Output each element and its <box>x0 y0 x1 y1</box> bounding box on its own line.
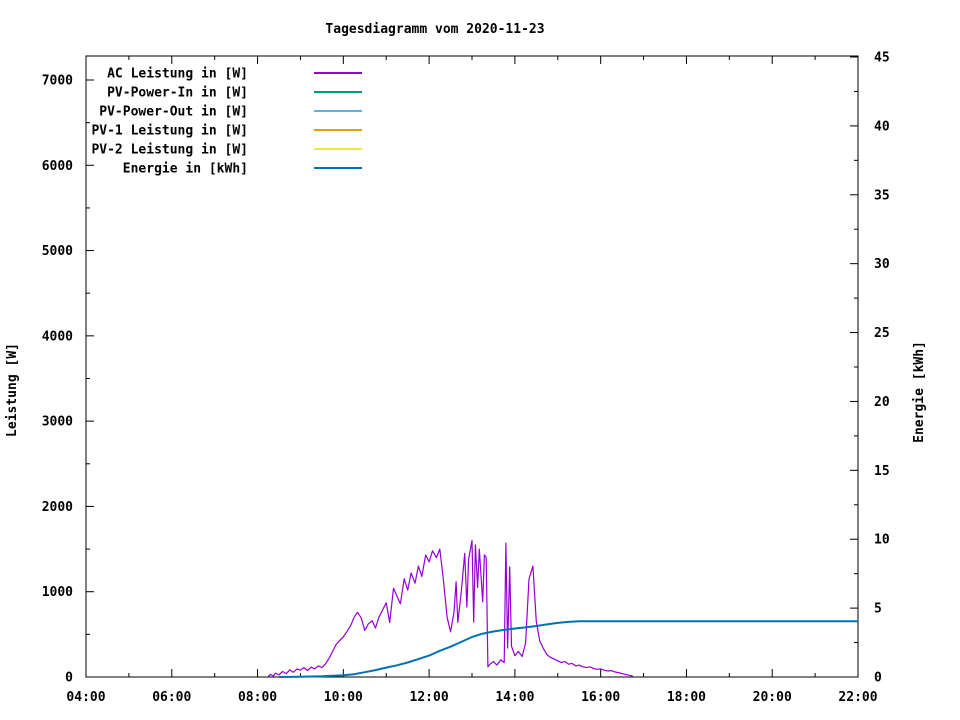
y2-axis-tick-label: 40 <box>874 119 890 134</box>
y2-axis-tick-label: 10 <box>874 533 890 548</box>
y2-axis-tick-label: 15 <box>874 464 890 479</box>
legend-label: PV-Power-Out in [W] <box>99 105 248 120</box>
y-axis-label: Leistung [W] <box>5 343 20 437</box>
y-axis-tick-label: 6000 <box>42 159 73 174</box>
x-axis-tick-label: 04:00 <box>66 690 105 705</box>
plot-area: 04:00 06:00 08:00 10:00 12:00 14:00 16:00 18:00… <box>42 51 890 706</box>
y-axis-tick-label: 0 <box>65 671 73 686</box>
y2-axis-tick-label: 25 <box>874 326 890 341</box>
x-axis-tick-label: 22:00 <box>838 690 877 705</box>
y-axis-tick-label: 4000 <box>42 329 73 344</box>
x-axis-tick-label: 14:00 <box>495 690 534 705</box>
y2-axis-tick-label: 45 <box>874 51 890 66</box>
y2-axis-tick-label: 35 <box>874 188 890 203</box>
x-axis-tick-label: 12:00 <box>410 690 449 705</box>
y2-axis-tick-label: 0 <box>874 671 882 686</box>
series-line-ac-leistung <box>267 539 633 678</box>
series-line-energie <box>278 620 858 678</box>
legend-label: PV-1 Leistung in [W] <box>91 124 248 139</box>
legend-label: AC Leistung in [W] <box>107 67 248 82</box>
legend-label: PV-2 Leistung in [W] <box>91 143 248 158</box>
y2-axis-label: Energie [kWh] <box>912 341 927 443</box>
x-axis-tick-label: 08:00 <box>238 690 277 705</box>
x-axis-tick-label: 06:00 <box>152 690 191 705</box>
y2-axis-tick-label: 5 <box>874 602 882 617</box>
legend-label: Energie in [kWh] <box>123 162 248 177</box>
chart-title: Tagesdiagramm vom 2020-11-23 <box>325 22 544 37</box>
x-axis-tick-label: 20:00 <box>753 690 792 705</box>
x-axis-tick-label: 16:00 <box>581 690 620 705</box>
y-axis-tick-label: 1000 <box>42 585 73 600</box>
y-axis-tick-label: 2000 <box>42 500 73 515</box>
y2-axis-tick-label: 30 <box>874 257 890 272</box>
x-axis-tick-label: 18:00 <box>667 690 706 705</box>
legend-label: PV-Power-In in [W] <box>107 86 248 101</box>
y-axis-tick-label: 3000 <box>42 415 73 430</box>
y-axis-tick-label: 7000 <box>42 74 73 89</box>
y2-axis-tick-label: 20 <box>874 395 890 410</box>
x-axis-tick-label: 10:00 <box>324 690 363 705</box>
y-axis-tick-label: 5000 <box>42 244 73 259</box>
